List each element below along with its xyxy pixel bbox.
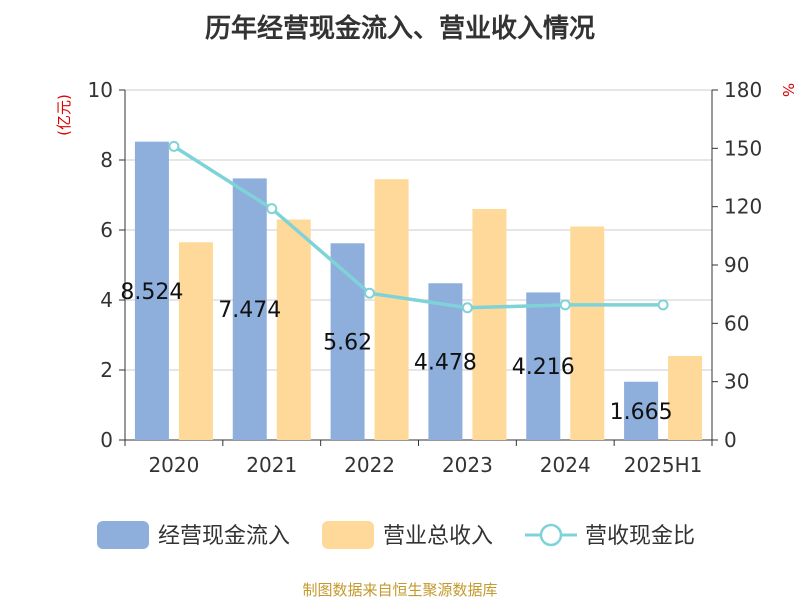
source-note: 制图数据来自恒生聚源数据库	[302, 581, 497, 599]
data-label: 1.665	[610, 400, 673, 425]
bar-cash-inflow	[526, 292, 561, 440]
x-tick-label: 2022	[344, 453, 395, 477]
left-tick-label: 2	[100, 358, 113, 382]
left-tick-label: 10	[88, 78, 113, 102]
x-tick-label: 2024	[540, 453, 591, 477]
left-tick-label: 4	[100, 288, 113, 312]
line-point	[266, 203, 278, 215]
bar-revenue	[472, 209, 507, 440]
left-tick-label: 8	[100, 148, 113, 172]
bar-revenue	[178, 242, 213, 440]
right-tick-label: 120	[724, 195, 762, 219]
chart-title: 历年经营现金流入、营业收入情况	[204, 14, 595, 44]
left-tick-label: 0	[100, 428, 113, 452]
right-tick-label: 180	[724, 78, 762, 102]
right-tick-label: 30	[724, 370, 749, 394]
x-tick-label: 2020	[148, 453, 199, 477]
legend-swatch-revenue	[322, 521, 374, 549]
bar-revenue	[668, 356, 703, 440]
bar-revenue	[276, 219, 311, 440]
bar-cash-inflow	[232, 178, 267, 440]
right-tick-label: 90	[724, 253, 749, 277]
right-tick-label: 60	[724, 311, 749, 335]
legend-label-cash-inflow: 经营现金流入	[158, 524, 290, 549]
line-point	[364, 287, 376, 299]
x-tick-label: 2025H1	[624, 453, 703, 477]
bar-cash-inflow	[428, 283, 463, 440]
legend-label-revenue: 营业总收入	[383, 524, 493, 549]
bar-cash-inflow	[134, 141, 169, 440]
line-point	[657, 299, 669, 311]
left-axis-unit: (亿元)	[55, 94, 73, 136]
legend-swatch-cash-inflow	[97, 521, 149, 549]
right-axis-unit: %	[779, 83, 797, 97]
legend-label-ratio: 营收现金比	[585, 524, 695, 549]
line-point	[461, 302, 473, 314]
line-point	[168, 140, 180, 152]
right-tick-label: 150	[724, 136, 762, 160]
x-tick-label: 2021	[246, 453, 297, 477]
left-tick-label: 6	[100, 218, 113, 242]
right-tick-label: 0	[724, 428, 737, 452]
data-label: 4.478	[414, 351, 477, 376]
legend-marker-ratio	[539, 523, 563, 547]
data-label: 7.474	[218, 298, 281, 323]
bar-revenue	[570, 226, 605, 440]
data-label: 5.62	[323, 331, 372, 356]
x-tick-label: 2023	[442, 453, 493, 477]
line-revenue-cash-ratio	[172, 144, 664, 310]
bar-revenue	[374, 179, 409, 440]
data-label: 8.524	[120, 280, 183, 305]
bar-cash-inflow	[624, 381, 659, 440]
data-label: 4.216	[512, 355, 575, 380]
line-point	[559, 299, 571, 311]
